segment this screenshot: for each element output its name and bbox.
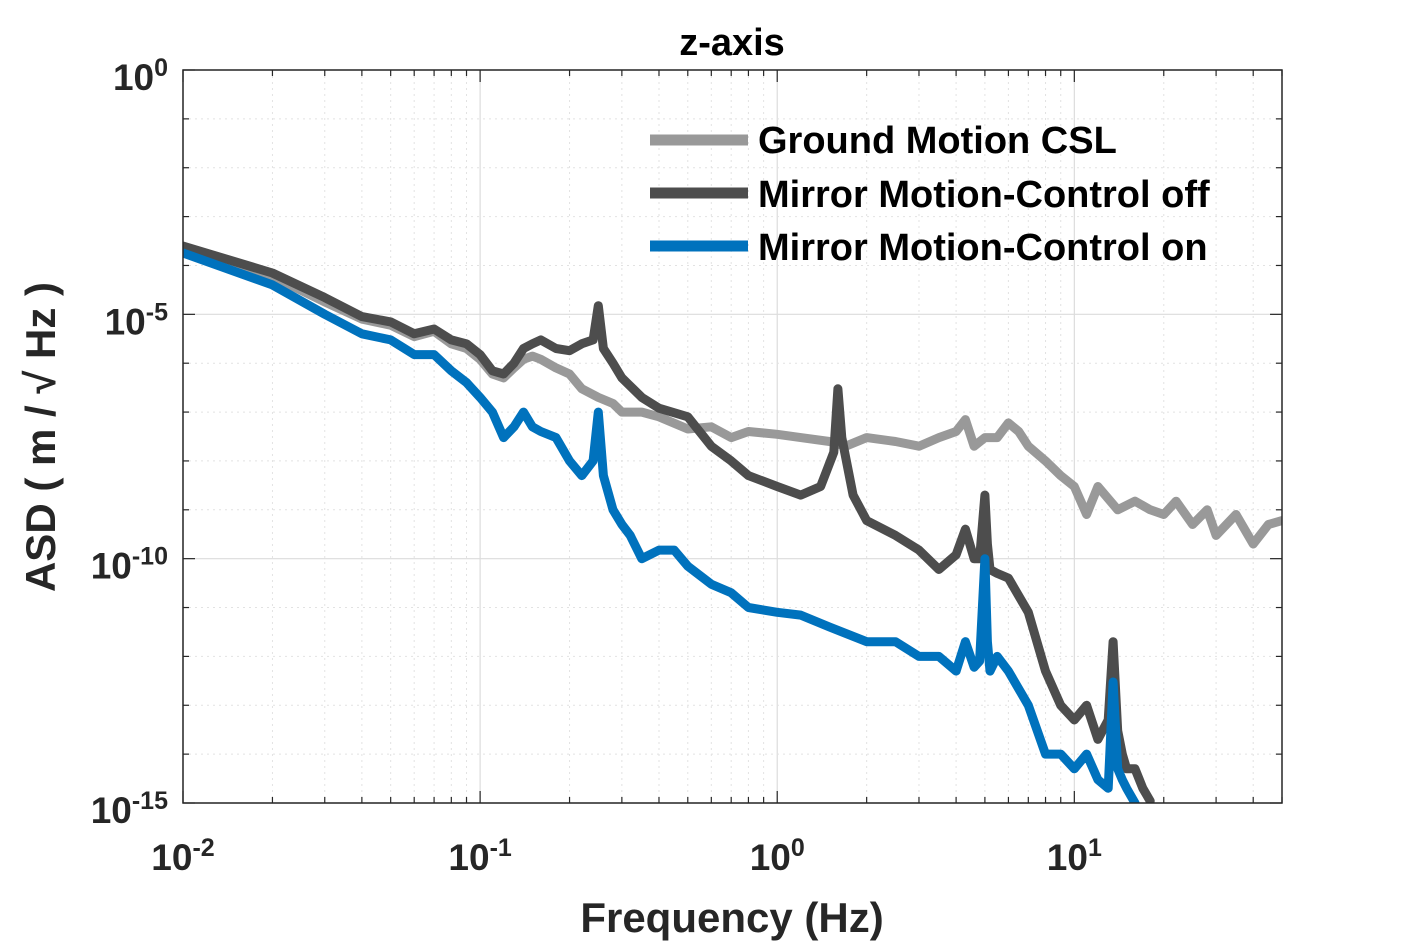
- y-tick-label: 10-15: [91, 787, 168, 831]
- y-axis-title: ASD ( m / √ Hz ): [17, 282, 64, 592]
- x-tick-label: 10-2: [151, 834, 214, 878]
- plot-frame: [182, 69, 1283, 804]
- series-lines: [183, 241, 1282, 803]
- series-ground-motion: [183, 246, 1282, 549]
- y-tick-label: 10-10: [91, 543, 168, 587]
- series-control-on: [183, 248, 1140, 803]
- legend-label-control-on: Mirror Motion-Control on: [758, 227, 1208, 269]
- x-tick-label: 100: [750, 834, 805, 878]
- y-tick-label: 10-5: [105, 298, 168, 342]
- legend-label-ground-motion: Ground Motion CSL: [758, 120, 1117, 162]
- x-tick-label: 10-1: [448, 834, 511, 878]
- x-tick-label: 101: [1047, 834, 1102, 878]
- y-tick-label: 100: [113, 54, 168, 98]
- x-axis-title: Frequency (Hz): [580, 894, 883, 941]
- axis-ticks: 10-2 10-1 100 101 100 10-5 10-10 10-15: [91, 54, 1283, 878]
- chart-title: z-axis: [679, 22, 785, 64]
- legend-label-control-off: Mirror Motion-Control off: [758, 174, 1210, 216]
- legend: Ground Motion CSL Mirror Motion-Control …: [650, 120, 1210, 269]
- series-control-off: [183, 241, 1155, 803]
